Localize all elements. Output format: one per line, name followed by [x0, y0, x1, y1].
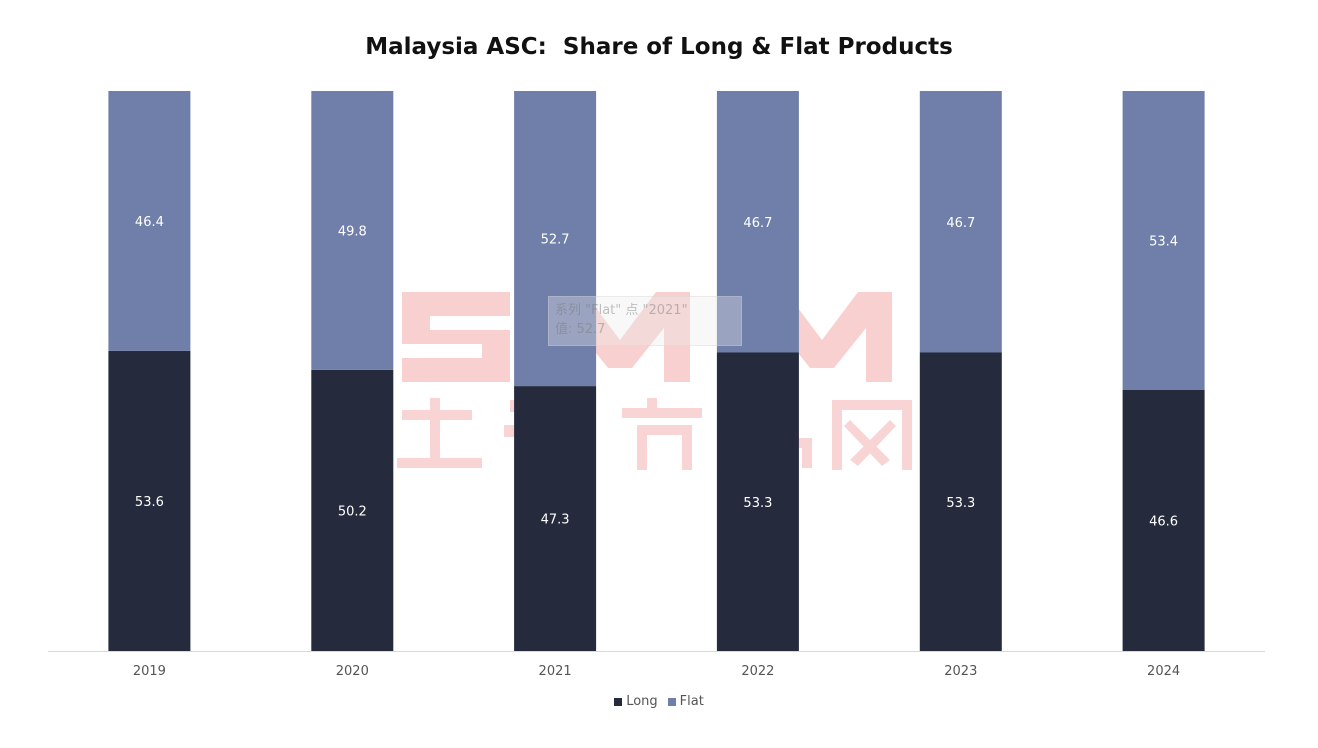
bar-flat-2022[interactable]: [716, 91, 799, 353]
bar-flat-2024[interactable]: [1122, 91, 1205, 390]
data-label-flat-2020: 49.8: [338, 224, 367, 239]
legend-label-flat: Flat: [679, 694, 704, 709]
tooltip-series-line: 系列 "Flat" 点 "2021": [555, 303, 688, 318]
bar-long-2021[interactable]: [514, 386, 597, 651]
data-label-long-2022: 53.3: [743, 496, 772, 511]
bar-long-2022[interactable]: [716, 352, 799, 652]
legend-swatch-flat: [667, 697, 676, 706]
data-label-long-2020: 50.2: [338, 504, 367, 519]
legend-label-long: Long: [626, 694, 658, 709]
bar-flat-2023[interactable]: [919, 91, 1002, 353]
x-tick-label-2020: 2020: [336, 664, 369, 679]
hover-tooltip: 系列 "Flat" 点 "2021" 值: 52.7: [548, 296, 742, 346]
x-tick-label-2022: 2022: [741, 664, 774, 679]
data-label-flat-2023: 46.7: [946, 216, 975, 231]
bar-long-2023[interactable]: [919, 352, 1002, 652]
data-label-long-2019: 53.6: [135, 495, 164, 510]
chart-title: Malaysia ASC: Share of Long & Flat Produ…: [365, 34, 953, 60]
bar-flat-2021[interactable]: [514, 91, 597, 387]
bar-flat-2019[interactable]: [108, 91, 191, 351]
data-label-flat-2024: 53.4: [1149, 235, 1178, 250]
x-tick-label-2019: 2019: [133, 664, 166, 679]
bar-long-2019[interactable]: [108, 350, 191, 651]
data-label-flat-2022: 46.7: [743, 216, 772, 231]
x-tick-label-2024: 2024: [1147, 664, 1180, 679]
x-tick-label-2021: 2021: [539, 664, 572, 679]
data-label-flat-2019: 46.4: [135, 215, 164, 230]
bar-flat-2020[interactable]: [311, 91, 394, 370]
data-label-flat-2021: 52.7: [541, 233, 570, 248]
data-label-long-2024: 46.6: [1149, 515, 1178, 530]
legend-item-flat[interactable]: Flat: [667, 694, 704, 709]
data-label-long-2021: 47.3: [541, 513, 570, 528]
legend-item-long[interactable]: Long: [614, 694, 658, 709]
bar-long-2024[interactable]: [1122, 390, 1205, 651]
tooltip-value-line: 值: 52.7: [555, 322, 606, 337]
bar-long-2020[interactable]: [311, 369, 394, 651]
data-label-long-2023: 53.3: [946, 496, 975, 511]
x-tick-label-2023: 2023: [944, 664, 977, 679]
legend-swatch-long: [614, 697, 623, 706]
chart-legend: Long Flat: [0, 694, 1318, 709]
